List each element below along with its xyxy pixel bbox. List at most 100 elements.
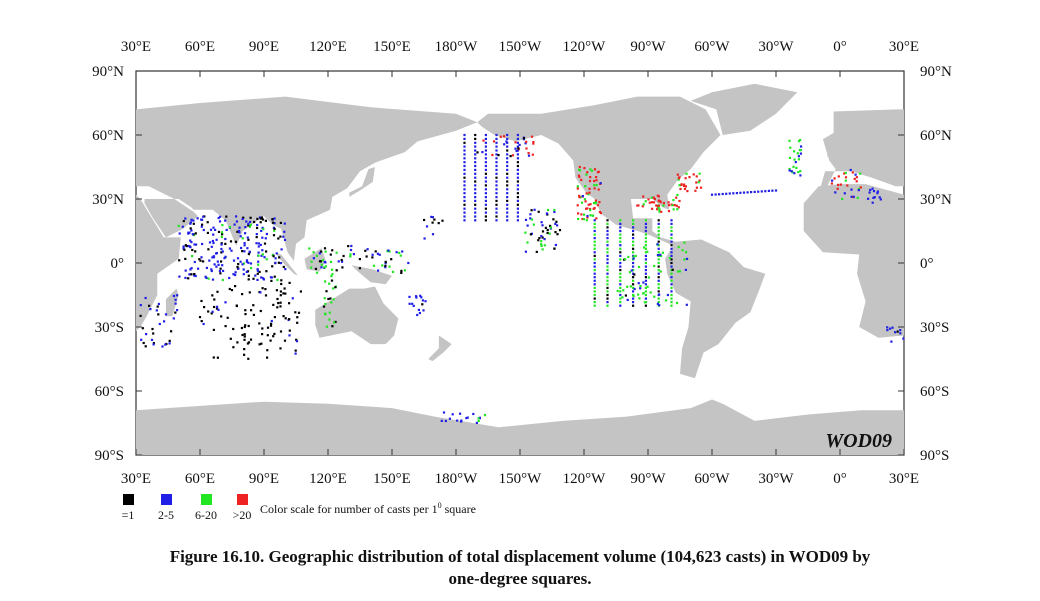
- cast-marker: [203, 306, 206, 309]
- cast-marker: [277, 302, 280, 305]
- cast-marker: [606, 276, 609, 279]
- cast-marker: [644, 297, 647, 300]
- cast-marker: [558, 229, 562, 232]
- cast-marker: [415, 295, 418, 298]
- cast-marker: [474, 164, 477, 168]
- cast-marker: [422, 309, 425, 312]
- cast-marker: [215, 252, 218, 255]
- cast-marker: [657, 286, 660, 289]
- cast-marker: [174, 298, 177, 301]
- cast-marker: [330, 301, 333, 304]
- cast-marker: [255, 233, 258, 236]
- cast-marker: [139, 304, 142, 307]
- cast-marker: [248, 291, 251, 294]
- cast-marker: [793, 172, 796, 175]
- cast-marker: [178, 232, 181, 235]
- cast-marker: [670, 301, 673, 304]
- cast-marker: [839, 183, 842, 186]
- cast-marker: [830, 182, 833, 185]
- cast-marker: [593, 244, 596, 247]
- cast-marker: [259, 309, 262, 313]
- left-lat-label: 30°N: [92, 192, 124, 208]
- cast-marker: [632, 265, 635, 268]
- cast-marker: [271, 265, 274, 268]
- cast-marker: [899, 332, 902, 335]
- cast-marker: [265, 250, 268, 253]
- cast-marker: [670, 290, 673, 293]
- cast-marker: [675, 301, 679, 305]
- cast-marker: [474, 168, 477, 171]
- cast-marker: [732, 192, 735, 195]
- cast-marker: [593, 229, 596, 233]
- cast-marker: [891, 326, 894, 329]
- cast-marker: [886, 329, 889, 332]
- cast-marker: [495, 176, 498, 179]
- cast-marker: [670, 293, 673, 297]
- cast-marker: [190, 218, 193, 221]
- cast-marker: [678, 199, 681, 203]
- cast-marker: [463, 149, 466, 152]
- cast-marker: [506, 133, 509, 137]
- cast-marker: [282, 315, 285, 318]
- cast-marker: [788, 169, 791, 172]
- cast-marker: [234, 240, 237, 243]
- cast-marker: [482, 139, 485, 142]
- cast-marker: [243, 335, 246, 338]
- cast-marker: [666, 293, 669, 297]
- cast-marker: [606, 301, 609, 304]
- cast-marker: [265, 270, 268, 273]
- top-lon-label: 30°E: [121, 39, 151, 55]
- cast-marker: [878, 196, 881, 199]
- cast-marker: [582, 218, 585, 221]
- cast-marker: [459, 412, 462, 415]
- cast-marker: [593, 237, 596, 240]
- cast-marker: [670, 279, 673, 282]
- cast-marker: [340, 258, 343, 262]
- cast-marker: [506, 137, 509, 140]
- cast-marker: [670, 254, 673, 257]
- cast-marker: [632, 219, 635, 222]
- top-lon-label: 60°E: [185, 39, 215, 55]
- cast-marker: [650, 201, 653, 204]
- cast-marker: [257, 260, 260, 263]
- cast-marker: [619, 219, 622, 222]
- cast-marker: [259, 221, 262, 224]
- cast-marker: [589, 176, 592, 179]
- cast-marker: [235, 220, 238, 223]
- cast-marker: [219, 215, 222, 218]
- cast-marker: [484, 219, 487, 222]
- cast-marker: [217, 216, 220, 220]
- cast-marker: [525, 147, 528, 150]
- cast-marker: [597, 188, 600, 191]
- cast-marker: [685, 303, 688, 306]
- cast-marker: [540, 244, 543, 247]
- cast-marker: [590, 169, 594, 172]
- cast-marker: [440, 419, 443, 422]
- cast-marker: [671, 268, 674, 271]
- cast-marker: [415, 296, 418, 299]
- cast-marker: [236, 257, 240, 260]
- cast-marker: [647, 276, 650, 279]
- cast-marker: [232, 259, 236, 262]
- cast-marker: [463, 188, 466, 191]
- cast-marker: [347, 245, 350, 248]
- cast-marker: [398, 251, 401, 254]
- cast-marker: [310, 266, 313, 269]
- cast-marker: [593, 251, 596, 254]
- cast-marker: [879, 198, 882, 201]
- bottom-lon-label: 120°E: [309, 471, 347, 487]
- cast-marker: [192, 219, 195, 222]
- cast-marker: [639, 287, 642, 290]
- cast-marker: [675, 204, 678, 207]
- cast-marker: [537, 239, 540, 242]
- cast-marker: [283, 238, 287, 241]
- cast-marker: [202, 228, 205, 232]
- cast-marker: [593, 222, 596, 225]
- cast-marker: [399, 254, 402, 257]
- cast-marker: [278, 256, 281, 259]
- cast-marker: [269, 324, 273, 327]
- cast-marker: [516, 141, 519, 144]
- cast-marker: [843, 172, 846, 175]
- cast-marker: [332, 287, 335, 290]
- cast-marker: [872, 190, 876, 193]
